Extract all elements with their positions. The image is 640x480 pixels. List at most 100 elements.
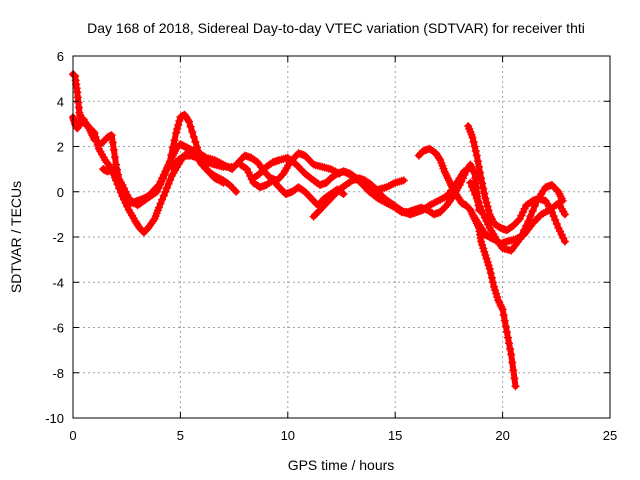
y-tick-label: -8 bbox=[52, 366, 64, 381]
data-point-marker bbox=[219, 178, 228, 187]
data-point-marker bbox=[170, 136, 179, 145]
data-point-marker bbox=[499, 311, 508, 320]
data-point-marker bbox=[507, 350, 516, 359]
data-point-marker bbox=[90, 128, 99, 137]
data-point-marker bbox=[185, 117, 193, 126]
data-point-marker bbox=[556, 227, 565, 236]
data-point-marker bbox=[123, 202, 132, 211]
data-point-marker bbox=[560, 237, 569, 246]
data-point-marker bbox=[473, 157, 482, 166]
data-point-marker bbox=[480, 247, 489, 256]
data-point-marker bbox=[160, 170, 169, 179]
data-point-marker bbox=[477, 206, 486, 215]
data-point-marker bbox=[475, 162, 483, 171]
data-point-marker bbox=[485, 264, 494, 273]
data-point-marker bbox=[480, 189, 489, 198]
data-point-marker bbox=[458, 174, 467, 183]
data-point-marker bbox=[476, 168, 484, 177]
data-point-marker bbox=[112, 160, 120, 169]
data-point-marker bbox=[472, 194, 481, 203]
data-point-marker bbox=[339, 190, 348, 198]
y-tick-label: 2 bbox=[57, 140, 64, 155]
y-axis-label: SDTVAR / TECUs bbox=[8, 181, 24, 293]
data-point-marker bbox=[109, 145, 118, 154]
data-point-marker bbox=[500, 316, 509, 325]
data-point-marker bbox=[468, 182, 476, 191]
data-point-marker bbox=[120, 184, 128, 193]
data-point-marker bbox=[468, 133, 477, 142]
data-point-marker bbox=[505, 339, 513, 348]
data-point-marker bbox=[484, 261, 493, 270]
data-point-marker bbox=[470, 142, 479, 151]
series-track-8 bbox=[339, 160, 483, 219]
data-point-marker bbox=[243, 165, 251, 174]
series-line bbox=[70, 71, 235, 236]
data-point-marker bbox=[520, 204, 529, 213]
data-point-marker bbox=[491, 286, 500, 295]
series-track-2 bbox=[69, 70, 236, 237]
data-point-marker bbox=[435, 154, 444, 163]
data-point-marker bbox=[549, 212, 558, 221]
data-point-marker bbox=[520, 226, 529, 235]
y-tick-label: 6 bbox=[57, 49, 64, 64]
data-point-marker bbox=[191, 138, 200, 146]
data-point-marker bbox=[482, 198, 491, 207]
data-point-marker bbox=[551, 216, 560, 224]
data-point-marker bbox=[490, 282, 498, 291]
data-point-marker bbox=[154, 184, 163, 193]
data-point-marker bbox=[107, 131, 116, 140]
data-point-marker bbox=[189, 132, 198, 141]
data-point-marker bbox=[110, 153, 119, 162]
data-point-marker bbox=[474, 198, 483, 207]
data-point-marker bbox=[118, 181, 127, 189]
data-point-marker bbox=[483, 202, 492, 211]
data-point-marker bbox=[277, 171, 286, 180]
data-point-marker bbox=[483, 257, 492, 266]
data-point-marker bbox=[526, 212, 535, 221]
data-point-marker bbox=[230, 186, 239, 195]
data-point-marker bbox=[172, 128, 181, 137]
y-tick-label: -4 bbox=[52, 275, 64, 290]
data-point-marker bbox=[472, 151, 481, 160]
data-point-marker bbox=[168, 143, 177, 152]
data-point-marker bbox=[93, 140, 102, 149]
chart-title: Day 168 of 2018, Sidereal Day-to-day VTE… bbox=[87, 20, 585, 36]
data-point-marker bbox=[478, 240, 487, 249]
series-layer bbox=[69, 70, 569, 391]
x-axis-label: GPS time / hours bbox=[288, 457, 395, 473]
data-point-marker bbox=[501, 322, 510, 331]
data-point-marker bbox=[232, 187, 241, 196]
data-point-marker bbox=[479, 184, 488, 193]
y-tick-label: 4 bbox=[57, 94, 64, 109]
data-point-marker bbox=[108, 138, 117, 147]
data-point-marker bbox=[471, 190, 480, 199]
data-point-marker bbox=[159, 191, 168, 200]
data-point-marker bbox=[156, 199, 165, 208]
series-track-6 bbox=[249, 153, 408, 194]
data-point-marker bbox=[480, 213, 489, 222]
data-point-marker bbox=[457, 177, 466, 186]
data-point-marker bbox=[91, 132, 100, 141]
data-point-marker bbox=[479, 244, 488, 253]
data-point-marker bbox=[517, 211, 526, 220]
data-point-marker bbox=[515, 235, 524, 244]
data-point-marker bbox=[151, 188, 160, 197]
x-tick-label: 0 bbox=[69, 428, 76, 443]
x-tick-label: 25 bbox=[603, 428, 617, 443]
x-tick-label: 5 bbox=[177, 428, 184, 443]
data-point-marker bbox=[478, 179, 487, 188]
data-point-marker bbox=[498, 305, 507, 314]
data-point-marker bbox=[174, 121, 183, 129]
data-point-marker bbox=[460, 170, 469, 179]
data-point-marker bbox=[166, 175, 175, 184]
y-tick-label: -6 bbox=[52, 321, 64, 336]
data-point-marker bbox=[482, 217, 491, 226]
data-point-marker bbox=[477, 237, 486, 246]
x-tick-label: 15 bbox=[388, 428, 402, 443]
data-point-marker bbox=[175, 117, 184, 125]
data-point-marker bbox=[484, 206, 493, 215]
data-point-marker bbox=[558, 196, 567, 205]
series-track-11 bbox=[464, 122, 569, 246]
data-point-marker bbox=[183, 115, 192, 124]
